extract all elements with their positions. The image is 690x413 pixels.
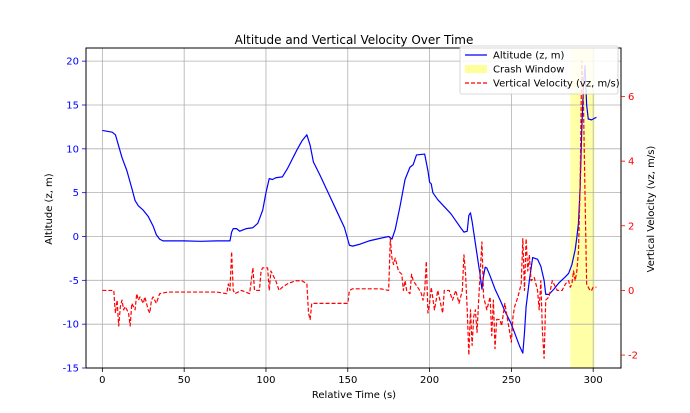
chart-title: Altitude and Vertical Velocity Over Time — [235, 33, 474, 47]
legend-label: Crash Window — [493, 65, 564, 76]
y-right-tick-label: 0 — [628, 286, 634, 297]
x-tick-label: 300 — [584, 375, 603, 386]
x-axis-label: Relative Time (s) — [312, 390, 396, 401]
legend-box — [459, 45, 619, 95]
x-tick-label: 200 — [420, 375, 439, 386]
y-left-tick-label: 15 — [66, 100, 79, 111]
y-left-tick-label: 20 — [66, 57, 79, 68]
y-axis-right-label: Vertical Velocity (vz, m/s) — [646, 146, 657, 273]
legend-label: Vertical Velocity (vz, m/s) — [493, 79, 620, 90]
altitude-series-line — [102, 64, 597, 354]
x-tick-label: 0 — [99, 375, 105, 386]
legend-label: Altitude (z, m) — [493, 51, 565, 62]
x-tick-label: 250 — [502, 375, 521, 386]
plot-frame — [85, 47, 622, 369]
velocity-series-line — [102, 60, 597, 359]
y-right-tick-label: 6 — [628, 92, 634, 103]
x-tick-label: 100 — [256, 375, 275, 386]
x-tick-label: 50 — [178, 375, 191, 386]
y-right-tick-label: 2 — [628, 221, 634, 232]
x-tick-label: 150 — [338, 375, 357, 386]
y-left-tick-label: -15 — [63, 364, 79, 375]
legend-swatch-crash-window — [465, 65, 487, 73]
y-left-tick-label: 0 — [73, 232, 79, 243]
y-left-tick-label: -10 — [63, 320, 79, 331]
y-right-tick-label: -2 — [628, 351, 638, 362]
legend: Altitude (z, m) Crash Window Vertical Velo… — [459, 45, 620, 95]
y-left-tick-label: -5 — [69, 276, 79, 287]
y-right-tick-label: 4 — [628, 157, 634, 168]
y-axis-left-label: Altitude (z, m) — [44, 173, 55, 245]
y-left-tick-label: 10 — [66, 144, 79, 155]
y-left-tick-label: 5 — [73, 188, 79, 199]
